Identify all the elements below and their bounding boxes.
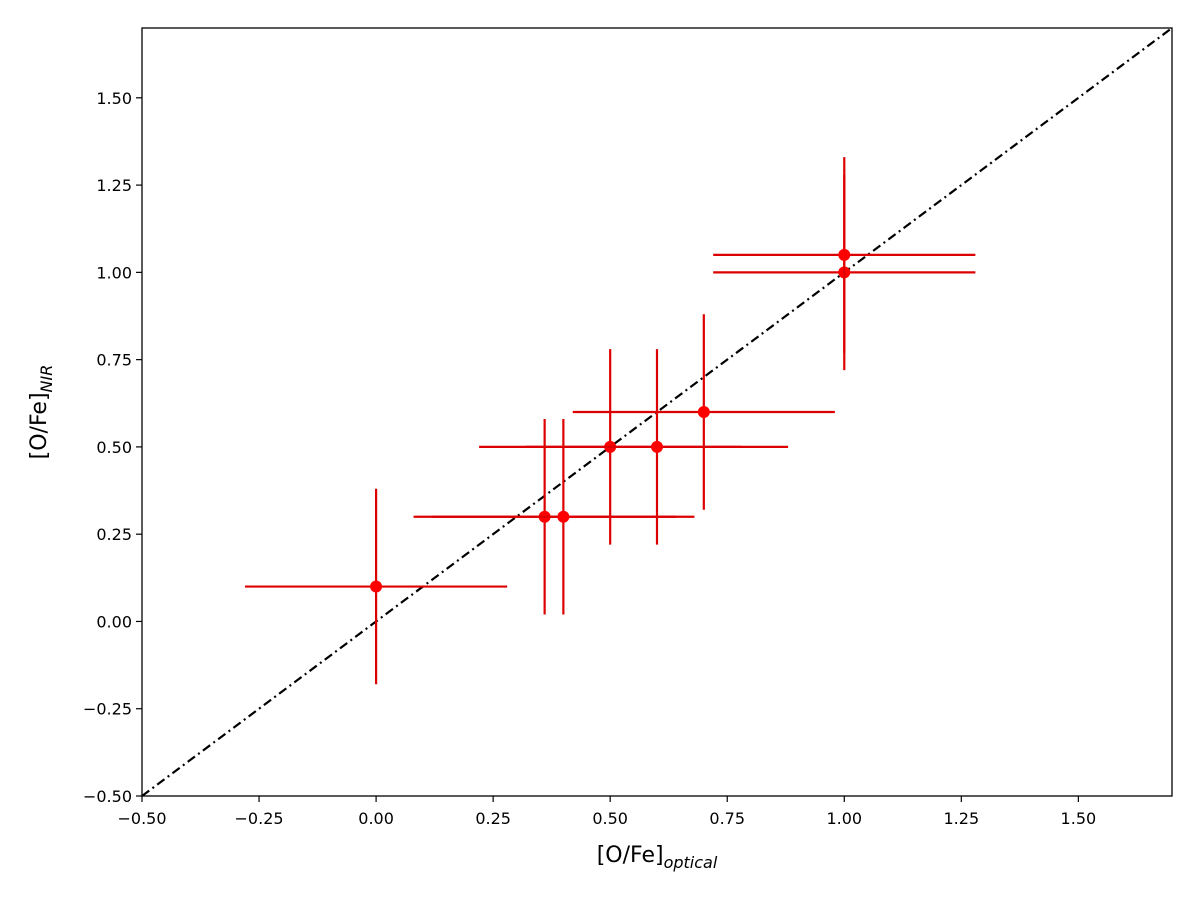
x-tick-label: 0.75 — [709, 809, 745, 828]
x-tick-label: 1.50 — [1061, 809, 1097, 828]
y-tick-label: 0.50 — [96, 438, 132, 457]
plot-frame — [141, 27, 1173, 797]
data-point-group — [525, 349, 789, 545]
data-point-group — [572, 314, 835, 510]
x-axis-label-subscript: optical — [664, 853, 718, 872]
one-to-one-line — [142, 28, 1172, 796]
data-point — [697, 406, 710, 418]
x-tick-label: −0.25 — [235, 809, 284, 828]
y-axis-label: [O/Fe]NIR — [27, 365, 56, 460]
data-point-group — [245, 488, 508, 685]
y-tick-label: −0.25 — [83, 700, 132, 719]
y-tick-label: 1.00 — [96, 263, 132, 282]
x-tick-label: 1.00 — [826, 809, 862, 828]
data-point — [651, 440, 663, 453]
y-tick-label: 1.50 — [96, 89, 132, 108]
x-tick-label: 0.25 — [475, 809, 511, 828]
plot-content — [142, 28, 1172, 796]
y-axis-label-subscript: NIR — [37, 365, 56, 393]
y-tick-label: 1.25 — [96, 176, 132, 195]
x-axis: −0.50 −0.25 0.00 0.25 0.50 0.75 1.00 1.25 1.50 — [117, 796, 1096, 828]
data-point — [370, 580, 383, 593]
y-tick-label: 0.00 — [96, 612, 132, 631]
x-axis-label: [O/Fe]optical — [597, 843, 718, 872]
x-tick-label: −0.50 — [117, 809, 166, 828]
x-tick-label: 0.50 — [592, 809, 628, 828]
data-point — [838, 248, 851, 261]
x-axis-label-main: [O/Fe] — [597, 843, 664, 868]
y-tick-label: 0.75 — [96, 351, 132, 370]
y-tick-label: −0.50 — [83, 787, 132, 806]
data-point — [557, 510, 570, 523]
y-axis: −0.50 −0.25 0.00 0.25 0.50 0.75 1.00 1.25 1.50 — [83, 89, 142, 806]
y-tick-label: 0.25 — [96, 525, 132, 544]
y-axis-label-main: [O/Fe] — [27, 392, 52, 459]
data-point-group — [432, 418, 695, 615]
data-point-group — [713, 157, 976, 353]
x-tick-label: 1.25 — [944, 809, 980, 828]
x-tick-label: 0.00 — [358, 809, 394, 828]
